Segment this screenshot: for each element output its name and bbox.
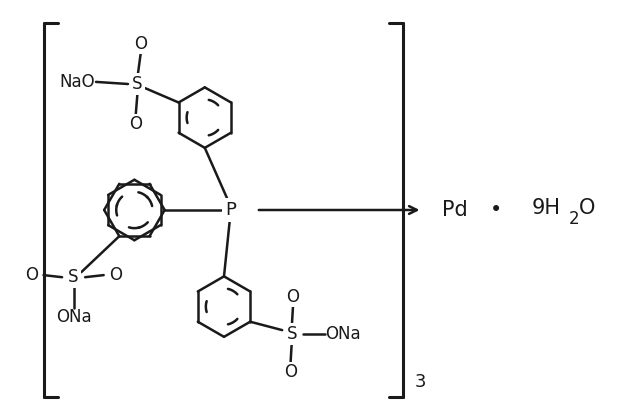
Text: O: O — [287, 288, 300, 305]
Text: O: O — [129, 115, 142, 133]
Text: ONa: ONa — [56, 308, 92, 326]
Text: S: S — [68, 268, 79, 286]
Text: NaO: NaO — [59, 73, 95, 91]
Text: O: O — [26, 266, 38, 284]
Text: O: O — [134, 35, 147, 53]
Text: O: O — [579, 198, 596, 218]
Text: P: P — [225, 201, 236, 219]
Text: O: O — [284, 363, 297, 381]
Text: Pd: Pd — [442, 200, 467, 220]
Text: 3: 3 — [415, 373, 426, 391]
Text: S: S — [132, 75, 143, 93]
Text: S: S — [287, 326, 297, 343]
Text: ONa: ONa — [325, 326, 361, 343]
Text: O: O — [109, 266, 122, 284]
Text: •: • — [490, 200, 502, 220]
Text: 9H: 9H — [531, 198, 560, 218]
Text: 2: 2 — [568, 210, 579, 228]
